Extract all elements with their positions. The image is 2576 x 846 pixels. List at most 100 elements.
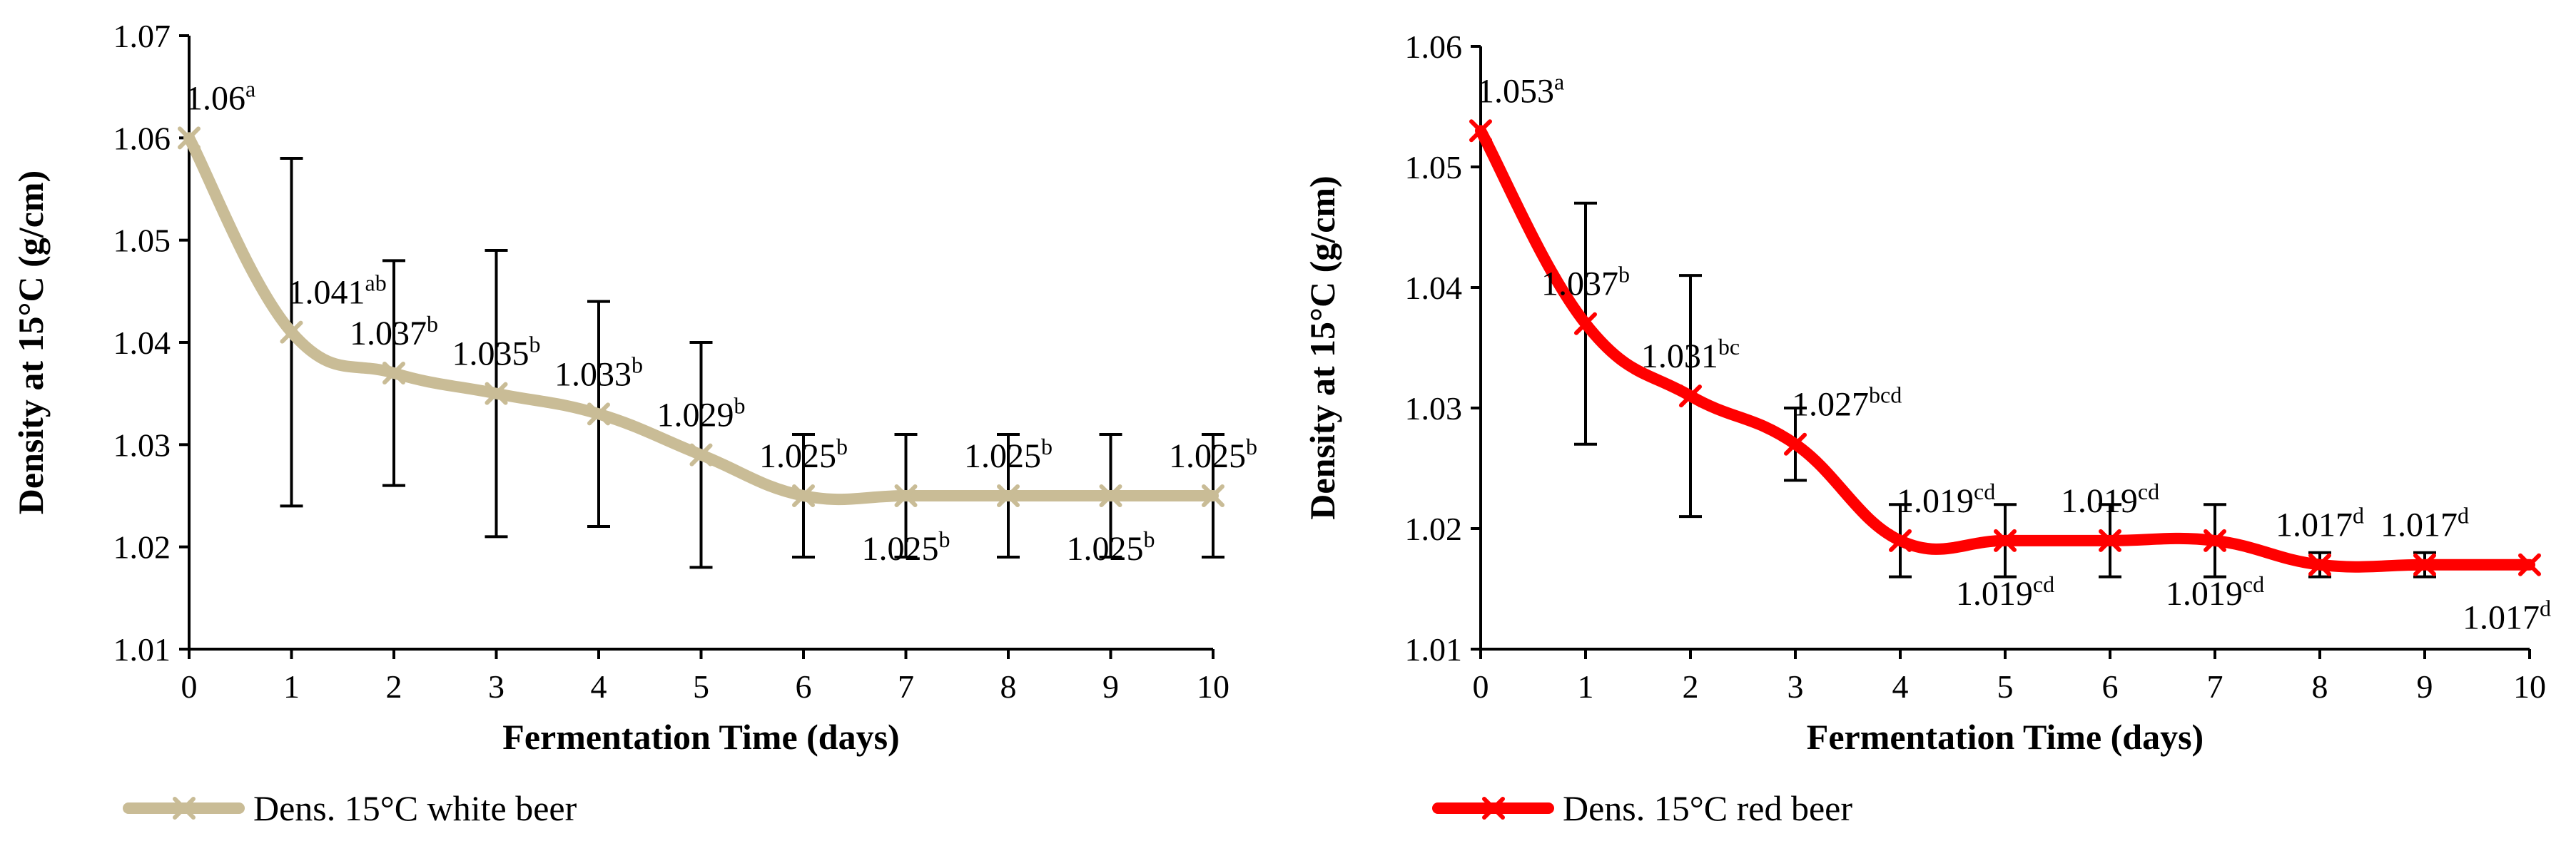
x-axis-title: Fermentation Time (days) <box>502 717 899 757</box>
chart-red: 1.01 1.02 1.03 1.04 1.05 1.06 0 1 2 3 4 5 6 7 8 9 10 Ferm… <box>1302 29 2551 828</box>
data-point-marker-b <box>280 320 303 344</box>
y-axis-title: Density at 15°C (g/cm) <box>11 170 51 514</box>
x-tick-label: 9 <box>2417 668 2433 705</box>
data-label-superscript: b <box>836 434 848 459</box>
y-tick-label: 1.06 <box>113 120 171 156</box>
data-point-marker-b <box>1469 119 1492 143</box>
data-label-superscript: d <box>2540 596 2551 621</box>
data-label-superscript: bc <box>1718 334 1740 360</box>
data-point-marker-b <box>894 484 918 507</box>
data-point-marker-b <box>2413 553 2436 576</box>
series-line <box>1475 125 2535 573</box>
data-label-value: 1.053 <box>1477 72 1554 110</box>
y-tick-label: 1.06 <box>1405 29 1463 65</box>
x-tick-label: 9 <box>1102 668 1119 705</box>
data-label: 1.06a <box>186 76 255 117</box>
data-point-marker-b <box>1889 529 1912 552</box>
data-label-superscript: a <box>1554 68 1564 94</box>
legend-label: Dens. 15°C white beer <box>253 788 577 828</box>
y-tick-label: 1.01 <box>113 631 171 668</box>
data-point <box>1994 529 2017 552</box>
legend-swatch-marker-b <box>1482 797 1505 820</box>
data-label-superscript: b <box>1618 262 1630 287</box>
data-label-superscript: b <box>632 352 643 377</box>
chart-white: 1.01 1.02 1.03 1.04 1.05 1.06 1.07 0 1 2 3 4 5 6 7 8 9 10… <box>11 18 1257 828</box>
data-point <box>2099 529 2121 552</box>
x-tick-label: 10 <box>1197 668 1229 705</box>
x-tick-label: 8 <box>2312 668 2328 705</box>
y-tick-label: 1.02 <box>1405 511 1463 547</box>
data-label-superscript: cd <box>1974 479 1995 504</box>
data-label-value: 1.017 <box>2380 506 2458 544</box>
data-label: 1.025b <box>1169 434 1257 475</box>
data-label: 1.025b <box>862 526 950 568</box>
data-point <box>894 484 918 507</box>
data-point-marker-b <box>1784 432 1807 456</box>
data-label-value: 1.019 <box>2061 482 2138 520</box>
data-point <box>2308 553 2331 576</box>
data-label: 1.025b <box>759 434 848 475</box>
data-point <box>689 443 713 467</box>
data-label: 1.017d <box>2380 503 2469 544</box>
x-tick-label: 7 <box>2207 668 2223 705</box>
x-tick-label: 2 <box>1683 668 1699 705</box>
data-point <box>1469 119 1492 143</box>
data-label-value: 1.031 <box>1641 337 1718 375</box>
data-point <box>792 484 815 507</box>
data-point-marker-b <box>382 362 405 384</box>
y-axis-title: Density at 15°C (g/cm) <box>1302 175 1342 519</box>
data-label: 1.031bc <box>1641 334 1740 375</box>
y-tick-label: 1.02 <box>113 529 171 566</box>
data-point-marker-b <box>1574 312 1597 335</box>
data-label: 1.025b <box>964 434 1053 475</box>
data-point <box>1574 312 1597 335</box>
data-label-superscript: a <box>245 76 255 101</box>
legend: Dens. 15°C white beer <box>123 788 577 828</box>
data-point <box>2518 553 2541 576</box>
data-point <box>1889 529 1912 552</box>
x-tick-label: 1 <box>1578 668 1594 705</box>
x-tick-label: 7 <box>898 668 914 705</box>
data-label: 1.035b <box>452 332 541 373</box>
legend: Dens. 15°C red beer <box>1432 788 1852 828</box>
data-point-marker-b <box>587 402 610 426</box>
data-label-value: 1.025 <box>1067 530 1144 568</box>
data-point <box>1099 484 1122 507</box>
data-label-superscript: b <box>427 311 438 337</box>
data-label-superscript: b <box>529 332 541 357</box>
data-point-marker-b <box>792 484 815 507</box>
data-label: 1.019cd <box>2061 479 2159 520</box>
data-point-marker-b <box>1679 384 1702 408</box>
data-label-value: 1.019 <box>1897 482 1974 520</box>
data-label: 1.019cd <box>2166 571 2264 613</box>
x-tick-label: 0 <box>1473 668 1489 705</box>
data-point <box>1679 384 1702 408</box>
data-label-value: 1.019 <box>2166 575 2243 613</box>
data-label-superscript: b <box>734 393 746 419</box>
data-point-marker-b <box>689 443 713 467</box>
data-label: 1.037b <box>350 311 438 352</box>
data-point <box>280 320 303 344</box>
data-point <box>2413 553 2436 576</box>
x-tick-label: 10 <box>2513 668 2546 705</box>
data-label-superscript: b <box>1144 526 1155 552</box>
data-point <box>178 126 201 150</box>
data-point <box>382 362 405 384</box>
data-point-marker-b <box>2308 553 2331 576</box>
x-tick-label: 4 <box>1892 668 1909 705</box>
data-label-value: 1.06 <box>186 79 245 117</box>
data-label-superscript: cd <box>2243 571 2264 597</box>
data-point <box>1784 432 1807 456</box>
data-label: 1.027bcd <box>1792 382 1902 424</box>
y-tick-label: 1.05 <box>113 223 171 259</box>
data-point-marker-b <box>2518 553 2541 576</box>
y-tick-label: 1.04 <box>113 325 171 361</box>
data-label-superscript: bcd <box>1869 382 1902 408</box>
data-label-superscript: b <box>1246 434 1257 459</box>
data-label: 1.041ab <box>288 270 387 312</box>
x-tick-label: 8 <box>1000 668 1017 705</box>
data-label: 1.019cd <box>1897 479 1995 520</box>
y-tick-label: 1.03 <box>113 427 171 463</box>
data-point-marker-b <box>1994 529 2017 552</box>
